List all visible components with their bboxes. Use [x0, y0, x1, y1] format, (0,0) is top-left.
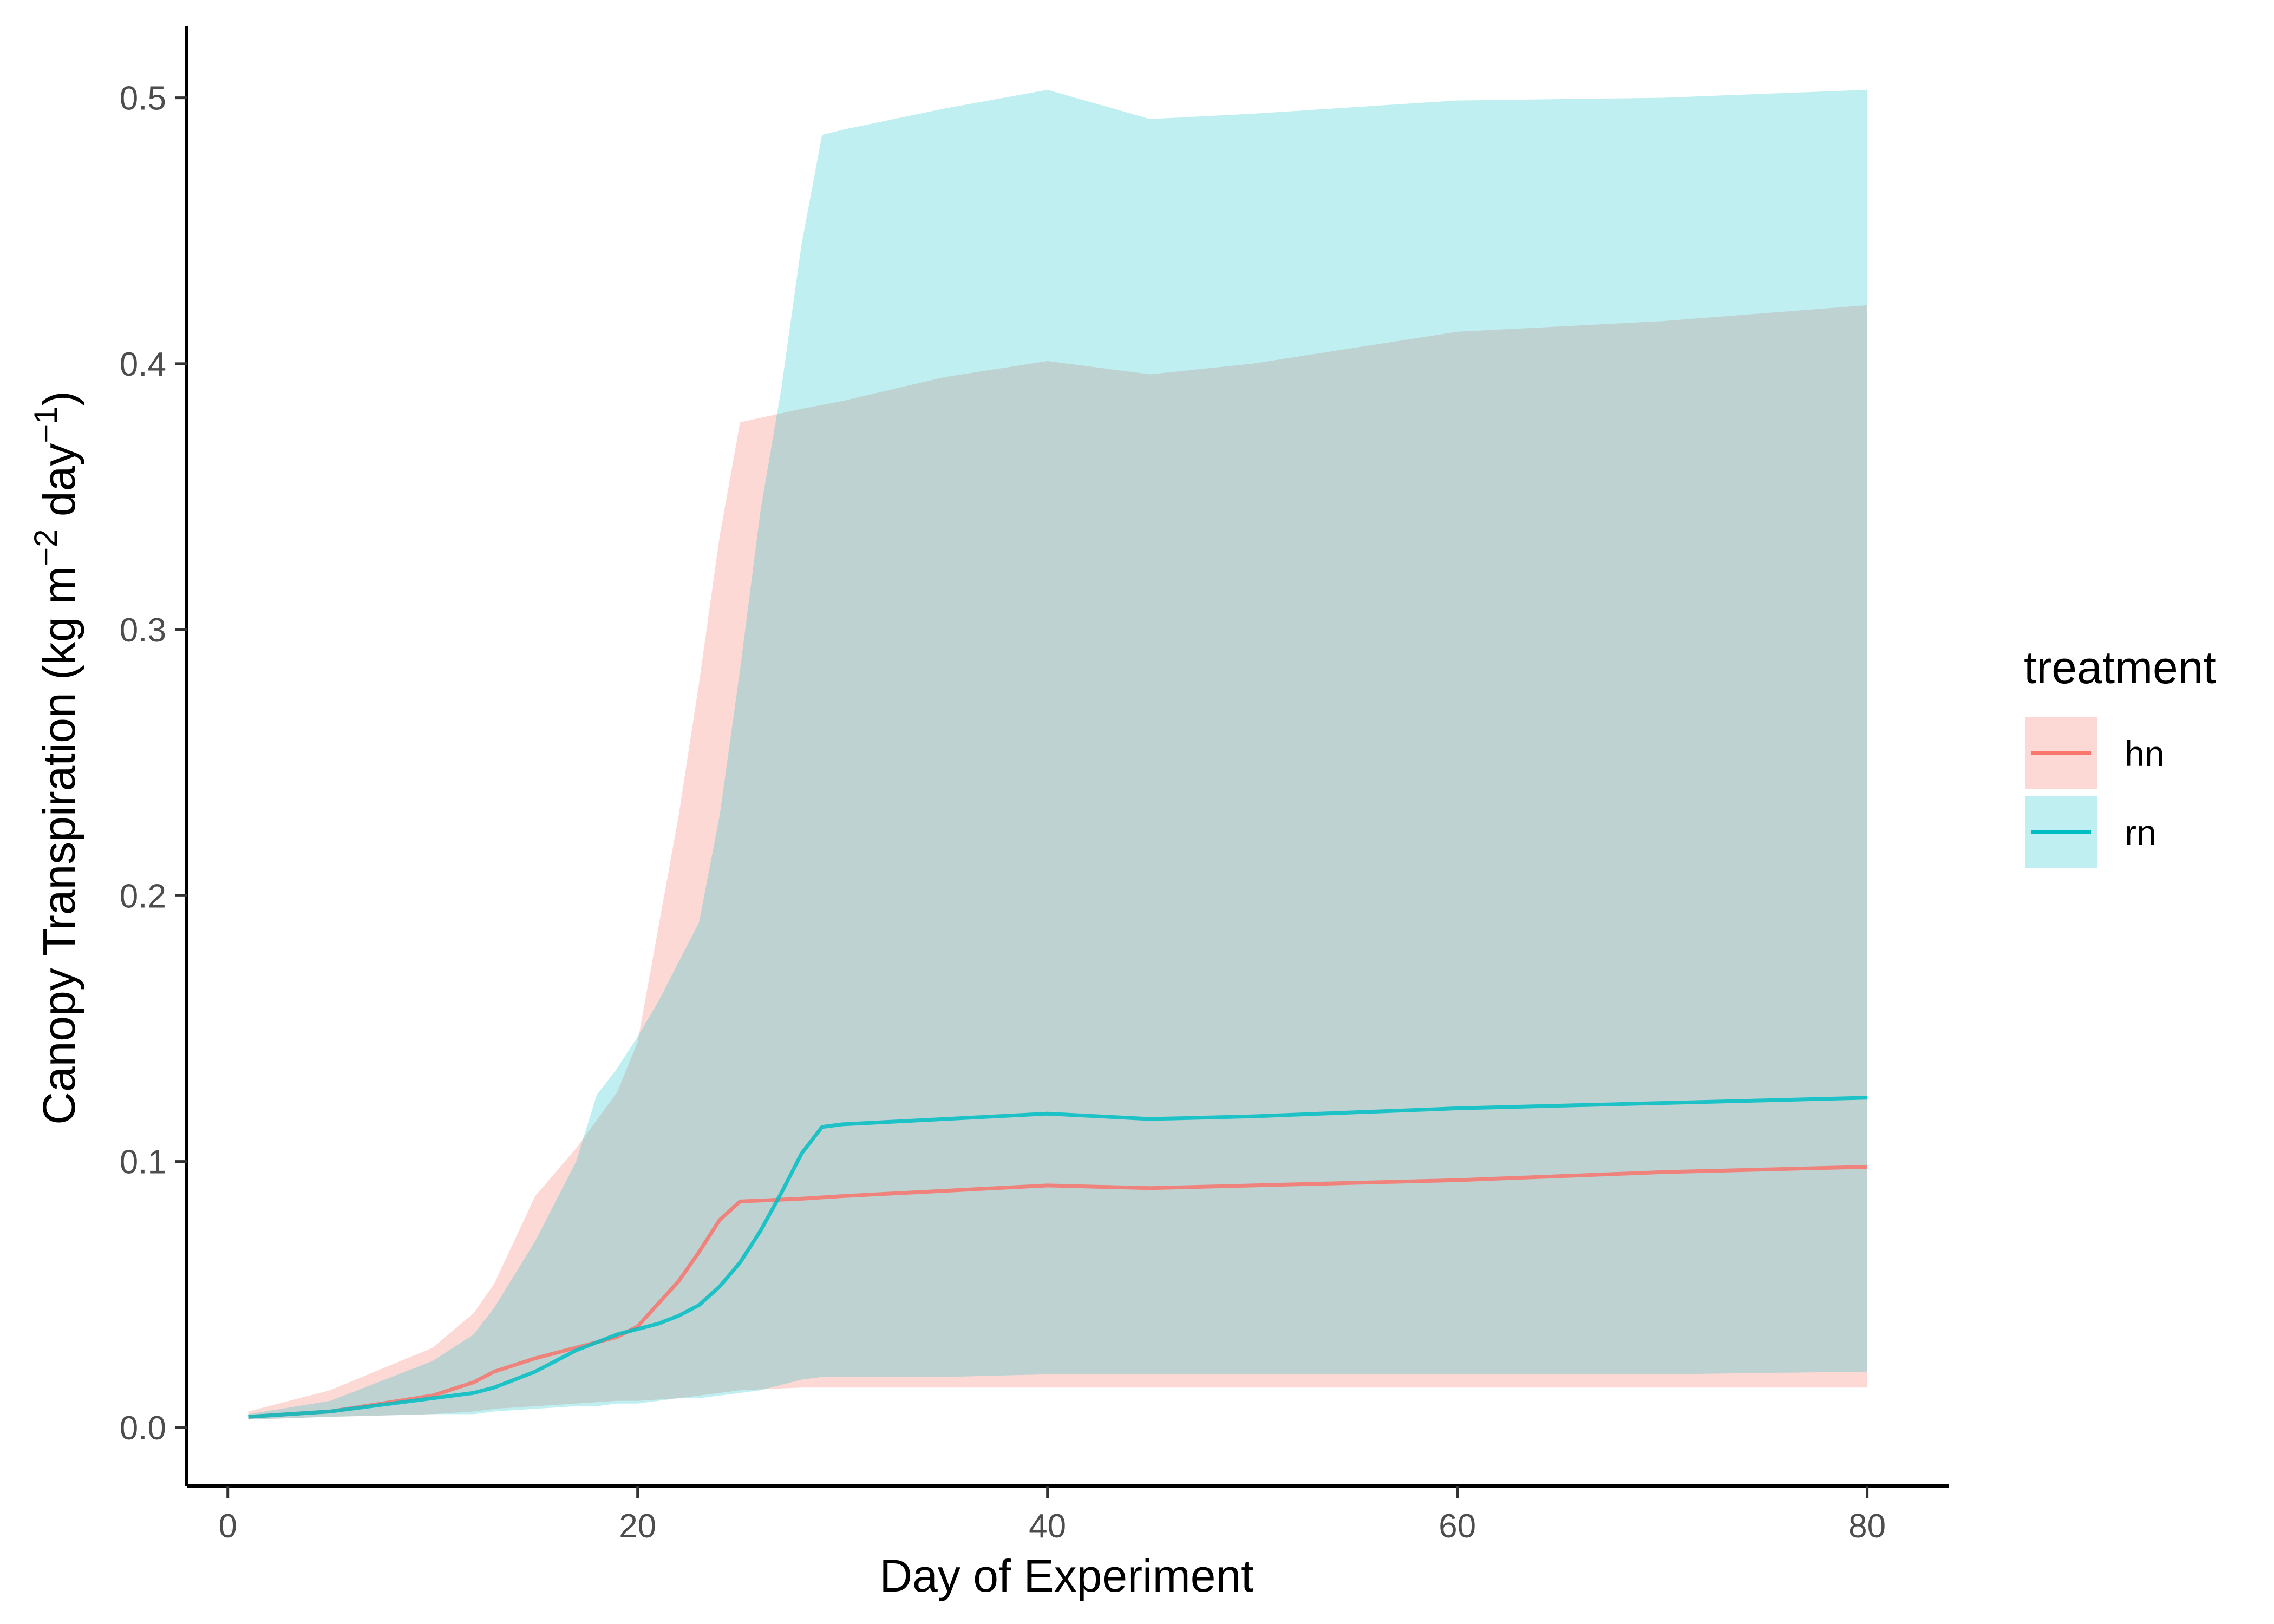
y-axis-title: Canopy Transpiration (kg m−2 day−1) — [28, 391, 85, 1124]
y-axis-title-suffix: ) — [34, 391, 84, 406]
y-axis-title-prefix: Canopy Transpiration (kg m — [34, 566, 84, 1125]
y-tick-label: 0.1 — [120, 1144, 166, 1181]
y-axis-title-exponent-2: −1 — [28, 406, 64, 443]
legend-label-rn: rn — [2125, 813, 2157, 853]
ribbon-rn — [248, 89, 1867, 1420]
x-tick-label: 20 — [619, 1508, 656, 1545]
x-tick-label: 60 — [1439, 1508, 1476, 1545]
y-tick-label: 0.4 — [120, 346, 166, 383]
legend-label-hn: hn — [2125, 734, 2164, 774]
legend-title: treatment — [2024, 642, 2216, 693]
line-rn — [248, 1096, 1867, 1419]
x-axis-ticks: 0 20 40 60 80 — [218, 1486, 1886, 1545]
y-tick-label: 0.2 — [120, 878, 166, 915]
y-tick-label: 0.0 — [120, 1410, 166, 1447]
confidence-ribbons — [248, 89, 1867, 1420]
legend: treatment hn rn — [2024, 642, 2216, 868]
y-tick-label: 0.3 — [120, 612, 166, 649]
legend-items: hn rn — [2025, 717, 2164, 868]
x-tick-label: 0 — [218, 1508, 237, 1545]
x-tick-label: 80 — [1848, 1508, 1886, 1545]
ribbon-hn — [248, 305, 1867, 1420]
y-axis-ticks: 0.0 0.1 0.2 0.3 0.4 0.5 — [120, 80, 187, 1447]
x-tick-label: 40 — [1029, 1508, 1066, 1545]
y-axis-title-exponent-1: −2 — [28, 529, 64, 566]
mean-lines — [248, 1096, 1867, 1419]
y-tick-label: 0.5 — [120, 80, 166, 117]
x-axis-title: Day of Experiment — [880, 1550, 1254, 1601]
line-hn — [248, 1165, 1867, 1419]
y-axis-title-middle: day — [34, 443, 84, 529]
